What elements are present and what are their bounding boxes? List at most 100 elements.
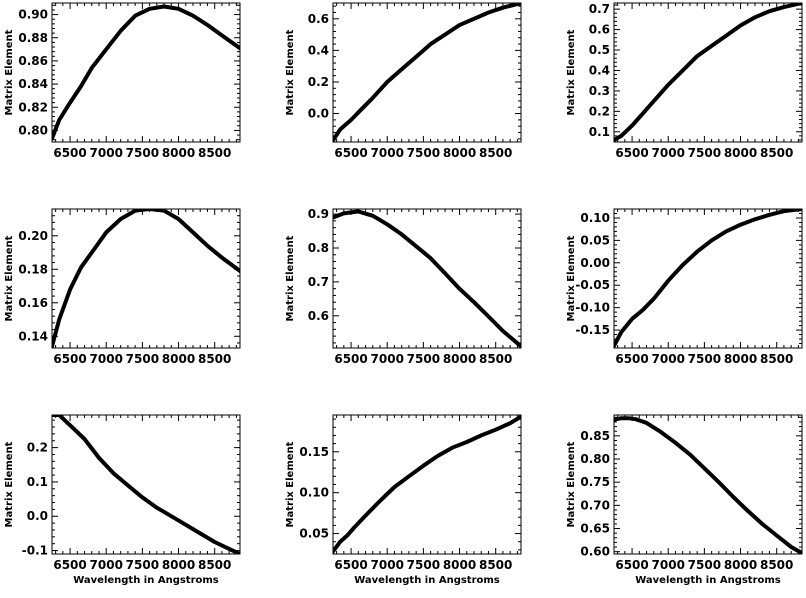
x-tick-label: 6500 bbox=[53, 352, 86, 366]
subplot-5: 6500 7000 7500 8000 8500 0.6 0.7 0.8 0.9 Matrix E… bbox=[285, 207, 522, 366]
y-tick-label: 0.1 bbox=[27, 475, 48, 489]
y-tick-label: 0.80 bbox=[580, 452, 610, 466]
y-axis-title: Matrix Element bbox=[566, 441, 577, 527]
y-tick-label: 0.84 bbox=[18, 77, 48, 91]
y-axis-title: Matrix Element bbox=[4, 29, 15, 115]
subplot-1: 6500 7000 7500 8000 8500 0.80 0.82 0.84 0.86 0.88… bbox=[4, 2, 241, 160]
y-tick-label: 0.80 bbox=[18, 123, 48, 137]
x-tick-label: 7000 bbox=[90, 146, 123, 160]
y-tick-label: 0.6 bbox=[589, 23, 610, 37]
x-tick-label: 8500 bbox=[479, 352, 512, 366]
plot-frame bbox=[613, 208, 803, 349]
y-tick-label: 0.88 bbox=[18, 31, 48, 45]
subplot-9: 6500 7000 7500 8000 8500 0.60 0.65 0.70 0.75 0.80… bbox=[566, 414, 803, 586]
plot-frame bbox=[613, 414, 803, 555]
subplot-3: 6500 7000 7500 8000 8500 0.1 0.2 0.3 0.4 0.5 0.6 0.… bbox=[566, 2, 803, 160]
x-tick-label: 6500 bbox=[334, 558, 367, 572]
y-tick-label: 0.7 bbox=[589, 2, 610, 16]
y-tick-label: 0.5 bbox=[589, 43, 610, 57]
subplot-4: 6500 7000 7500 8000 8500 0.14 0.16 0.18 0.20Matr… bbox=[4, 208, 241, 366]
x-tick-label: 6500 bbox=[334, 352, 367, 366]
x-tick-label: 7000 bbox=[371, 558, 404, 572]
subplot-2: 6500 7000 7500 8000 8500 0.0 0.2 0.4 0.6 Matrix E… bbox=[285, 2, 522, 160]
plot-frame bbox=[51, 208, 241, 349]
y-tick-label: 0.6 bbox=[308, 12, 329, 26]
x-tick-label: 7000 bbox=[90, 558, 123, 572]
x-tick-label: 7500 bbox=[407, 146, 440, 160]
x-tick-label: 8500 bbox=[479, 558, 512, 572]
x-tick-label: 8000 bbox=[443, 352, 476, 366]
y-tick-label: 0.65 bbox=[580, 522, 610, 536]
x-tick-label: 8000 bbox=[162, 352, 195, 366]
x-tick-label: 7000 bbox=[371, 146, 404, 160]
x-tick-label: 7500 bbox=[126, 558, 159, 572]
plot-frame bbox=[332, 208, 522, 349]
y-tick-label: 0.14 bbox=[18, 329, 48, 343]
y-tick-label: 0.4 bbox=[308, 43, 329, 57]
x-tick-label: 7500 bbox=[688, 352, 721, 366]
x-tick-label: 8000 bbox=[162, 146, 195, 160]
x-tick-label: 7000 bbox=[90, 352, 123, 366]
y-tick-label: 0.0 bbox=[27, 509, 48, 523]
x-axis-title: Wavelength in Angstroms bbox=[73, 575, 219, 586]
series-line bbox=[614, 209, 802, 348]
x-tick-label: 8000 bbox=[443, 146, 476, 160]
y-tick-label: 0.3 bbox=[589, 84, 610, 98]
series-line bbox=[52, 415, 240, 554]
x-axis-title: Wavelength in Angstroms bbox=[635, 575, 781, 586]
y-tick-label: 0.7 bbox=[308, 275, 329, 289]
x-tick-label: 7000 bbox=[652, 352, 685, 366]
y-tick-label: 0.70 bbox=[580, 498, 610, 512]
y-tick-label: 0.60 bbox=[580, 545, 610, 559]
x-tick-label: 8000 bbox=[162, 558, 195, 572]
series-line bbox=[333, 3, 521, 142]
subplot-7: 6500 7000 7500 8000 8500 -0.1 0.0 0.1 0.2 Matrix … bbox=[4, 414, 241, 586]
x-tick-label: 7500 bbox=[688, 558, 721, 572]
y-tick-label: -0.05 bbox=[575, 278, 610, 292]
y-tick-label: 0.00 bbox=[580, 256, 610, 270]
x-tick-label: 7500 bbox=[407, 352, 440, 366]
y-axis-title: Matrix Element bbox=[566, 29, 577, 115]
x-tick-label: 7000 bbox=[371, 352, 404, 366]
x-tick-label: 7500 bbox=[688, 146, 721, 160]
x-tick-label: 6500 bbox=[615, 146, 648, 160]
plot-frame bbox=[332, 414, 522, 555]
y-tick-label: 0.2 bbox=[308, 75, 329, 89]
y-tick-label: 0.18 bbox=[18, 262, 48, 276]
y-tick-label: 0.2 bbox=[589, 104, 610, 118]
y-tick-label: 0.75 bbox=[580, 475, 610, 489]
x-tick-label: 6500 bbox=[615, 352, 648, 366]
x-tick-label: 8500 bbox=[479, 146, 512, 160]
y-tick-label: 0.4 bbox=[589, 63, 610, 77]
plot-frame bbox=[51, 414, 241, 555]
x-tick-label: 8500 bbox=[760, 146, 793, 160]
y-tick-label: 0.8 bbox=[308, 241, 329, 255]
y-axis-title: Matrix Element bbox=[285, 29, 296, 115]
x-tick-label: 8500 bbox=[760, 352, 793, 366]
y-tick-label: 0.05 bbox=[299, 527, 329, 541]
y-tick-label: 0.05 bbox=[580, 233, 610, 247]
x-tick-label: 8500 bbox=[198, 146, 231, 160]
x-tick-label: 7500 bbox=[126, 352, 159, 366]
x-tick-label: 6500 bbox=[334, 146, 367, 160]
y-tick-label: -0.1 bbox=[22, 544, 48, 558]
series-line bbox=[614, 416, 802, 554]
y-tick-label: 0.9 bbox=[308, 207, 329, 221]
y-tick-label: -0.15 bbox=[575, 323, 610, 337]
y-tick-label: 0.16 bbox=[18, 296, 48, 310]
subplot-6: 6500 7000 7500 8000 8500 -0.15 -0.10 -0.05 0.00 0… bbox=[566, 208, 803, 366]
x-tick-label: 7500 bbox=[407, 558, 440, 572]
x-tick-label: 6500 bbox=[53, 558, 86, 572]
x-tick-label: 8500 bbox=[198, 352, 231, 366]
plot-frame bbox=[613, 2, 803, 143]
series-line bbox=[52, 209, 240, 348]
y-tick-label: 0.0 bbox=[308, 107, 329, 121]
y-tick-label: 0.15 bbox=[299, 445, 329, 459]
series-line bbox=[614, 3, 802, 142]
x-tick-label: 8000 bbox=[724, 352, 757, 366]
x-tick-label: 8000 bbox=[724, 146, 757, 160]
x-axis-title: Wavelength in Angstroms bbox=[354, 575, 500, 586]
x-tick-label: 8500 bbox=[198, 558, 231, 572]
x-tick-label: 6500 bbox=[53, 146, 86, 160]
